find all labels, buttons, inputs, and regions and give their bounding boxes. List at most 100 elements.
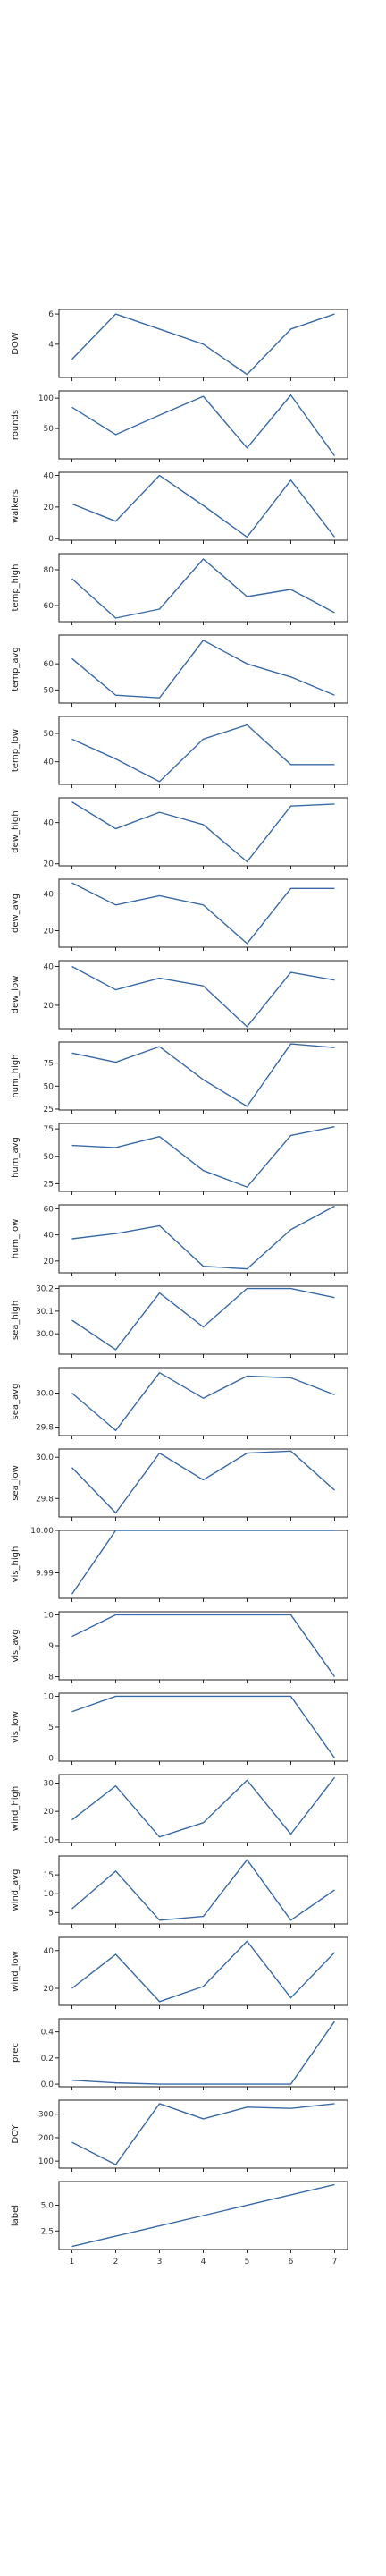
axes-frame xyxy=(58,1530,348,1599)
axes-frame xyxy=(58,1448,348,1518)
series-line-rounds xyxy=(71,394,336,457)
subplot-wind_high: 10 20 30 wind_high xyxy=(11,1774,348,1846)
y-tick-label: 40 xyxy=(44,890,55,899)
x-tick-label: 5 xyxy=(245,2258,250,2267)
y-axis-label: prec xyxy=(11,2043,21,2063)
y-axis-label: temp_high xyxy=(11,564,21,612)
y-tick-label: 8 xyxy=(48,1674,54,1682)
axes-frame xyxy=(58,471,348,541)
y-tick-label: 5 xyxy=(48,1724,54,1733)
y-tick-label: 20 xyxy=(44,1985,55,1994)
series-line-sea_high xyxy=(71,1287,335,1351)
y-axis-label: vis_high xyxy=(11,1546,21,1583)
series-line-hum_high xyxy=(71,1043,335,1107)
series-line-DOY xyxy=(71,2103,335,2165)
subplot-label: 2.5 5.0 label 1 2 3 4 5 6 7 xyxy=(11,2181,348,2267)
y-tick-label: 40 xyxy=(44,963,55,972)
subplot-sea_avg: 29.8 30.0 sea_avg xyxy=(11,1367,348,1439)
y-axis-label: DOY xyxy=(11,2124,21,2144)
x-tick-label: 6 xyxy=(289,2258,294,2267)
subplot-wind_avg: 5 10 15 wind_avg xyxy=(11,1855,348,1928)
y-axis-label: rounds xyxy=(11,410,21,440)
series-line-dew_low xyxy=(71,965,335,1028)
y-axis-label: dew_low xyxy=(11,976,21,1014)
series-line-hum_low xyxy=(71,1205,335,1270)
subplot-wind_low: 20 40 wind_low xyxy=(11,1936,348,2009)
x-tick-label: 3 xyxy=(157,2258,163,2267)
subplot-vis_avg: 8 9 10 vis_avg xyxy=(11,1611,348,1683)
y-tick-label: 60 xyxy=(44,660,55,669)
axes-frame xyxy=(58,1692,348,1762)
subplot-DOY: 100 200 300 DOY xyxy=(11,2099,348,2172)
axes-frame xyxy=(58,2018,348,2088)
subplot-rounds: 50 100 rounds xyxy=(11,390,348,462)
subplot-temp_high: 60 80 temp_high xyxy=(11,553,348,625)
series-line-hum_avg xyxy=(71,1125,335,1188)
y-tick-label: 30.0 xyxy=(36,1330,54,1339)
subplot-hum_avg: 25 50 75 hum_avg xyxy=(11,1123,348,1195)
series-line-DOW xyxy=(71,313,335,376)
series-line-temp_high xyxy=(71,558,335,619)
y-tick-label: 29.8 xyxy=(36,1424,54,1433)
y-tick-label: 2.5 xyxy=(41,2227,54,2236)
series-line-vis_avg xyxy=(71,1614,336,1677)
y-tick-label: 75 xyxy=(44,1125,54,1134)
y-tick-label: 0.0 xyxy=(41,2080,55,2089)
axes-frame xyxy=(58,309,348,378)
x-tick-label: 7 xyxy=(332,2258,338,2267)
series-line-vis_high xyxy=(71,1530,335,1595)
y-tick-label: 100 xyxy=(38,394,54,403)
y-tick-label: 80 xyxy=(44,566,55,575)
axes-frame xyxy=(58,878,348,948)
y-tick-label: 30.1 xyxy=(36,1308,54,1317)
y-tick-label: 20 xyxy=(44,1258,55,1267)
subplot-prec: 0.0 0.2 0.4 prec xyxy=(11,2018,348,2090)
subplot-temp_low: 40 50 temp_low xyxy=(11,716,348,788)
y-axis-label: sea_avg xyxy=(11,1384,21,1420)
y-axis-label: label xyxy=(11,2205,21,2226)
y-tick-label: 300 xyxy=(38,2111,54,2120)
y-tick-label: 50 xyxy=(44,686,55,695)
y-tick-label: 40 xyxy=(44,758,55,767)
subplot-vis_high: 9.99 10.00 vis_high xyxy=(11,1527,348,1602)
y-tick-label: 60 xyxy=(44,602,55,611)
series-line-label xyxy=(71,2183,335,2248)
y-tick-label: 30.0 xyxy=(36,1390,54,1399)
y-tick-label: 0.4 xyxy=(41,2029,55,2038)
subplot-dew_avg: 20 40 dew_avg xyxy=(11,878,348,951)
axes-frame xyxy=(58,960,348,1030)
y-axis-label: wind_high xyxy=(11,1786,21,1831)
y-tick-label: 75 xyxy=(44,1060,54,1069)
y-tick-label: 20 xyxy=(44,504,55,513)
y-axis-label: wind_avg xyxy=(11,1868,21,1911)
axes-frame xyxy=(58,1041,348,1111)
y-tick-label: 60 xyxy=(44,1205,55,1214)
y-axis-label: walkers xyxy=(11,489,21,523)
y-tick-label: 0 xyxy=(48,535,54,544)
axes-frame xyxy=(58,1367,348,1436)
axes-frame xyxy=(58,1774,348,1843)
y-tick-label: 10.00 xyxy=(30,1527,54,1536)
axes-frame xyxy=(58,1936,348,2006)
subplot-DOW: 4 6 DOW xyxy=(11,309,348,381)
y-tick-label: 40 xyxy=(44,819,55,828)
x-tick-label: 4 xyxy=(201,2258,206,2267)
y-axis-label: hum_avg xyxy=(11,1137,21,1178)
y-tick-label: 29.8 xyxy=(36,1495,54,1504)
y-tick-label: 25 xyxy=(44,1180,54,1189)
subplot-temp_avg: 50 60 temp_avg xyxy=(11,634,348,707)
subplot-walkers: 0 20 40 walkers xyxy=(11,471,348,544)
y-axis-label: wind_low xyxy=(11,1951,21,1992)
y-axis-label: sea_low xyxy=(11,1465,21,1501)
y-tick-label: 5.0 xyxy=(41,2201,55,2210)
y-tick-label: 200 xyxy=(38,2134,54,2143)
y-tick-label: 10 xyxy=(44,1890,55,1899)
subplot-dew_high: 20 40 dew_high xyxy=(11,797,348,869)
axes-frame xyxy=(58,1204,348,1274)
x-tick-label: 2 xyxy=(113,2258,119,2267)
y-axis-label: vis_avg xyxy=(11,1629,21,1662)
series-line-sea_low xyxy=(71,1450,335,1514)
y-tick-label: 10 xyxy=(44,1611,55,1620)
y-tick-label: 10 xyxy=(44,1836,55,1845)
